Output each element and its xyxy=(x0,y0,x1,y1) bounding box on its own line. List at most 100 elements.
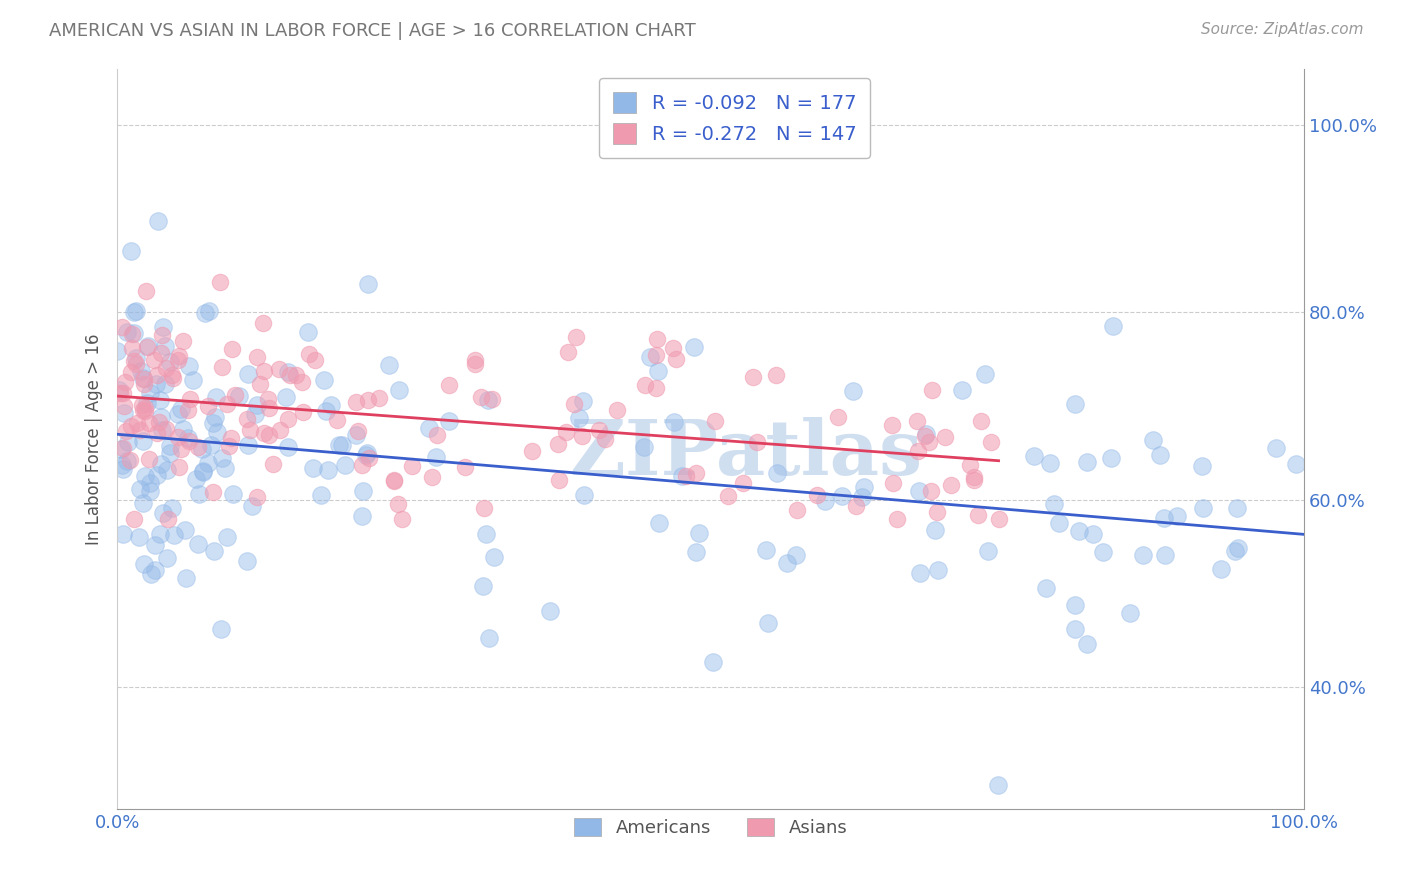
Point xyxy=(277,365,299,379)
Point xyxy=(257,428,280,442)
Point xyxy=(239,423,262,437)
Point xyxy=(1211,561,1233,575)
Text: ZIPatlas: ZIPatlas xyxy=(569,417,922,491)
Point xyxy=(742,370,765,384)
Point xyxy=(426,428,449,442)
Point xyxy=(120,244,142,258)
Point xyxy=(187,440,209,454)
Point xyxy=(208,275,231,289)
Point xyxy=(150,457,173,471)
Point xyxy=(1081,527,1104,541)
Point xyxy=(159,355,181,369)
Point xyxy=(671,468,693,483)
Point xyxy=(221,342,243,356)
Point xyxy=(253,364,276,378)
Point xyxy=(1265,441,1288,455)
Point xyxy=(224,388,246,402)
Point xyxy=(162,371,184,385)
Point xyxy=(842,384,865,399)
Point xyxy=(1142,434,1164,448)
Point xyxy=(291,405,314,419)
Point xyxy=(167,430,190,444)
Point xyxy=(905,414,928,428)
Point xyxy=(357,393,380,408)
Point xyxy=(785,548,807,562)
Point xyxy=(1047,516,1070,531)
Point xyxy=(149,346,172,360)
Point xyxy=(921,383,943,397)
Point xyxy=(156,462,179,476)
Point xyxy=(174,571,197,585)
Point xyxy=(1285,457,1308,471)
Point xyxy=(908,483,931,498)
Point xyxy=(211,450,233,465)
Point xyxy=(702,655,724,669)
Point xyxy=(188,487,211,501)
Point xyxy=(472,501,495,516)
Point xyxy=(682,340,704,354)
Point xyxy=(980,434,1002,449)
Point xyxy=(159,446,181,460)
Point xyxy=(179,392,201,407)
Point xyxy=(918,434,941,449)
Point xyxy=(131,364,153,378)
Point xyxy=(218,439,240,453)
Text: AMERICAN VS ASIAN IN LABOR FORCE | AGE > 16 CORRELATION CHART: AMERICAN VS ASIAN IN LABOR FORCE | AGE >… xyxy=(49,22,696,40)
Point xyxy=(481,392,503,406)
Point xyxy=(111,527,134,541)
Point xyxy=(1153,510,1175,524)
Point xyxy=(934,430,956,444)
Legend: Americans, Asians: Americans, Asians xyxy=(567,811,855,845)
Point xyxy=(478,631,501,645)
Point xyxy=(277,412,299,426)
Point xyxy=(131,495,153,509)
Point xyxy=(437,414,460,428)
Point xyxy=(131,398,153,412)
Point xyxy=(1043,497,1066,511)
Point xyxy=(246,398,269,412)
Point xyxy=(153,339,176,353)
Point xyxy=(357,451,380,466)
Point xyxy=(243,407,266,421)
Point xyxy=(291,376,314,390)
Point xyxy=(159,439,181,453)
Point xyxy=(172,422,194,436)
Point xyxy=(1035,581,1057,595)
Point xyxy=(845,499,868,513)
Y-axis label: In Labor Force | Age > 16: In Labor Force | Age > 16 xyxy=(86,333,103,545)
Point xyxy=(471,579,494,593)
Point xyxy=(122,354,145,368)
Point xyxy=(470,390,492,404)
Point xyxy=(401,459,423,474)
Point xyxy=(166,407,188,421)
Point xyxy=(134,468,156,483)
Point xyxy=(301,460,323,475)
Point xyxy=(150,423,173,437)
Point xyxy=(114,375,136,389)
Point xyxy=(108,386,131,401)
Point xyxy=(332,437,354,451)
Point xyxy=(745,434,768,449)
Point xyxy=(222,486,245,500)
Point xyxy=(120,365,142,379)
Point xyxy=(143,538,166,552)
Point xyxy=(183,373,205,387)
Point xyxy=(731,475,754,490)
Point xyxy=(882,475,904,490)
Point xyxy=(112,386,135,401)
Point xyxy=(685,466,707,480)
Point xyxy=(976,543,998,558)
Point xyxy=(134,401,156,416)
Point xyxy=(236,411,259,425)
Point xyxy=(162,368,184,382)
Point xyxy=(941,478,963,492)
Point xyxy=(886,511,908,525)
Point xyxy=(155,361,177,376)
Point xyxy=(391,511,413,525)
Point xyxy=(831,489,853,503)
Point xyxy=(352,483,374,498)
Point xyxy=(547,473,569,487)
Point xyxy=(382,474,405,488)
Point xyxy=(557,344,579,359)
Point xyxy=(645,381,668,395)
